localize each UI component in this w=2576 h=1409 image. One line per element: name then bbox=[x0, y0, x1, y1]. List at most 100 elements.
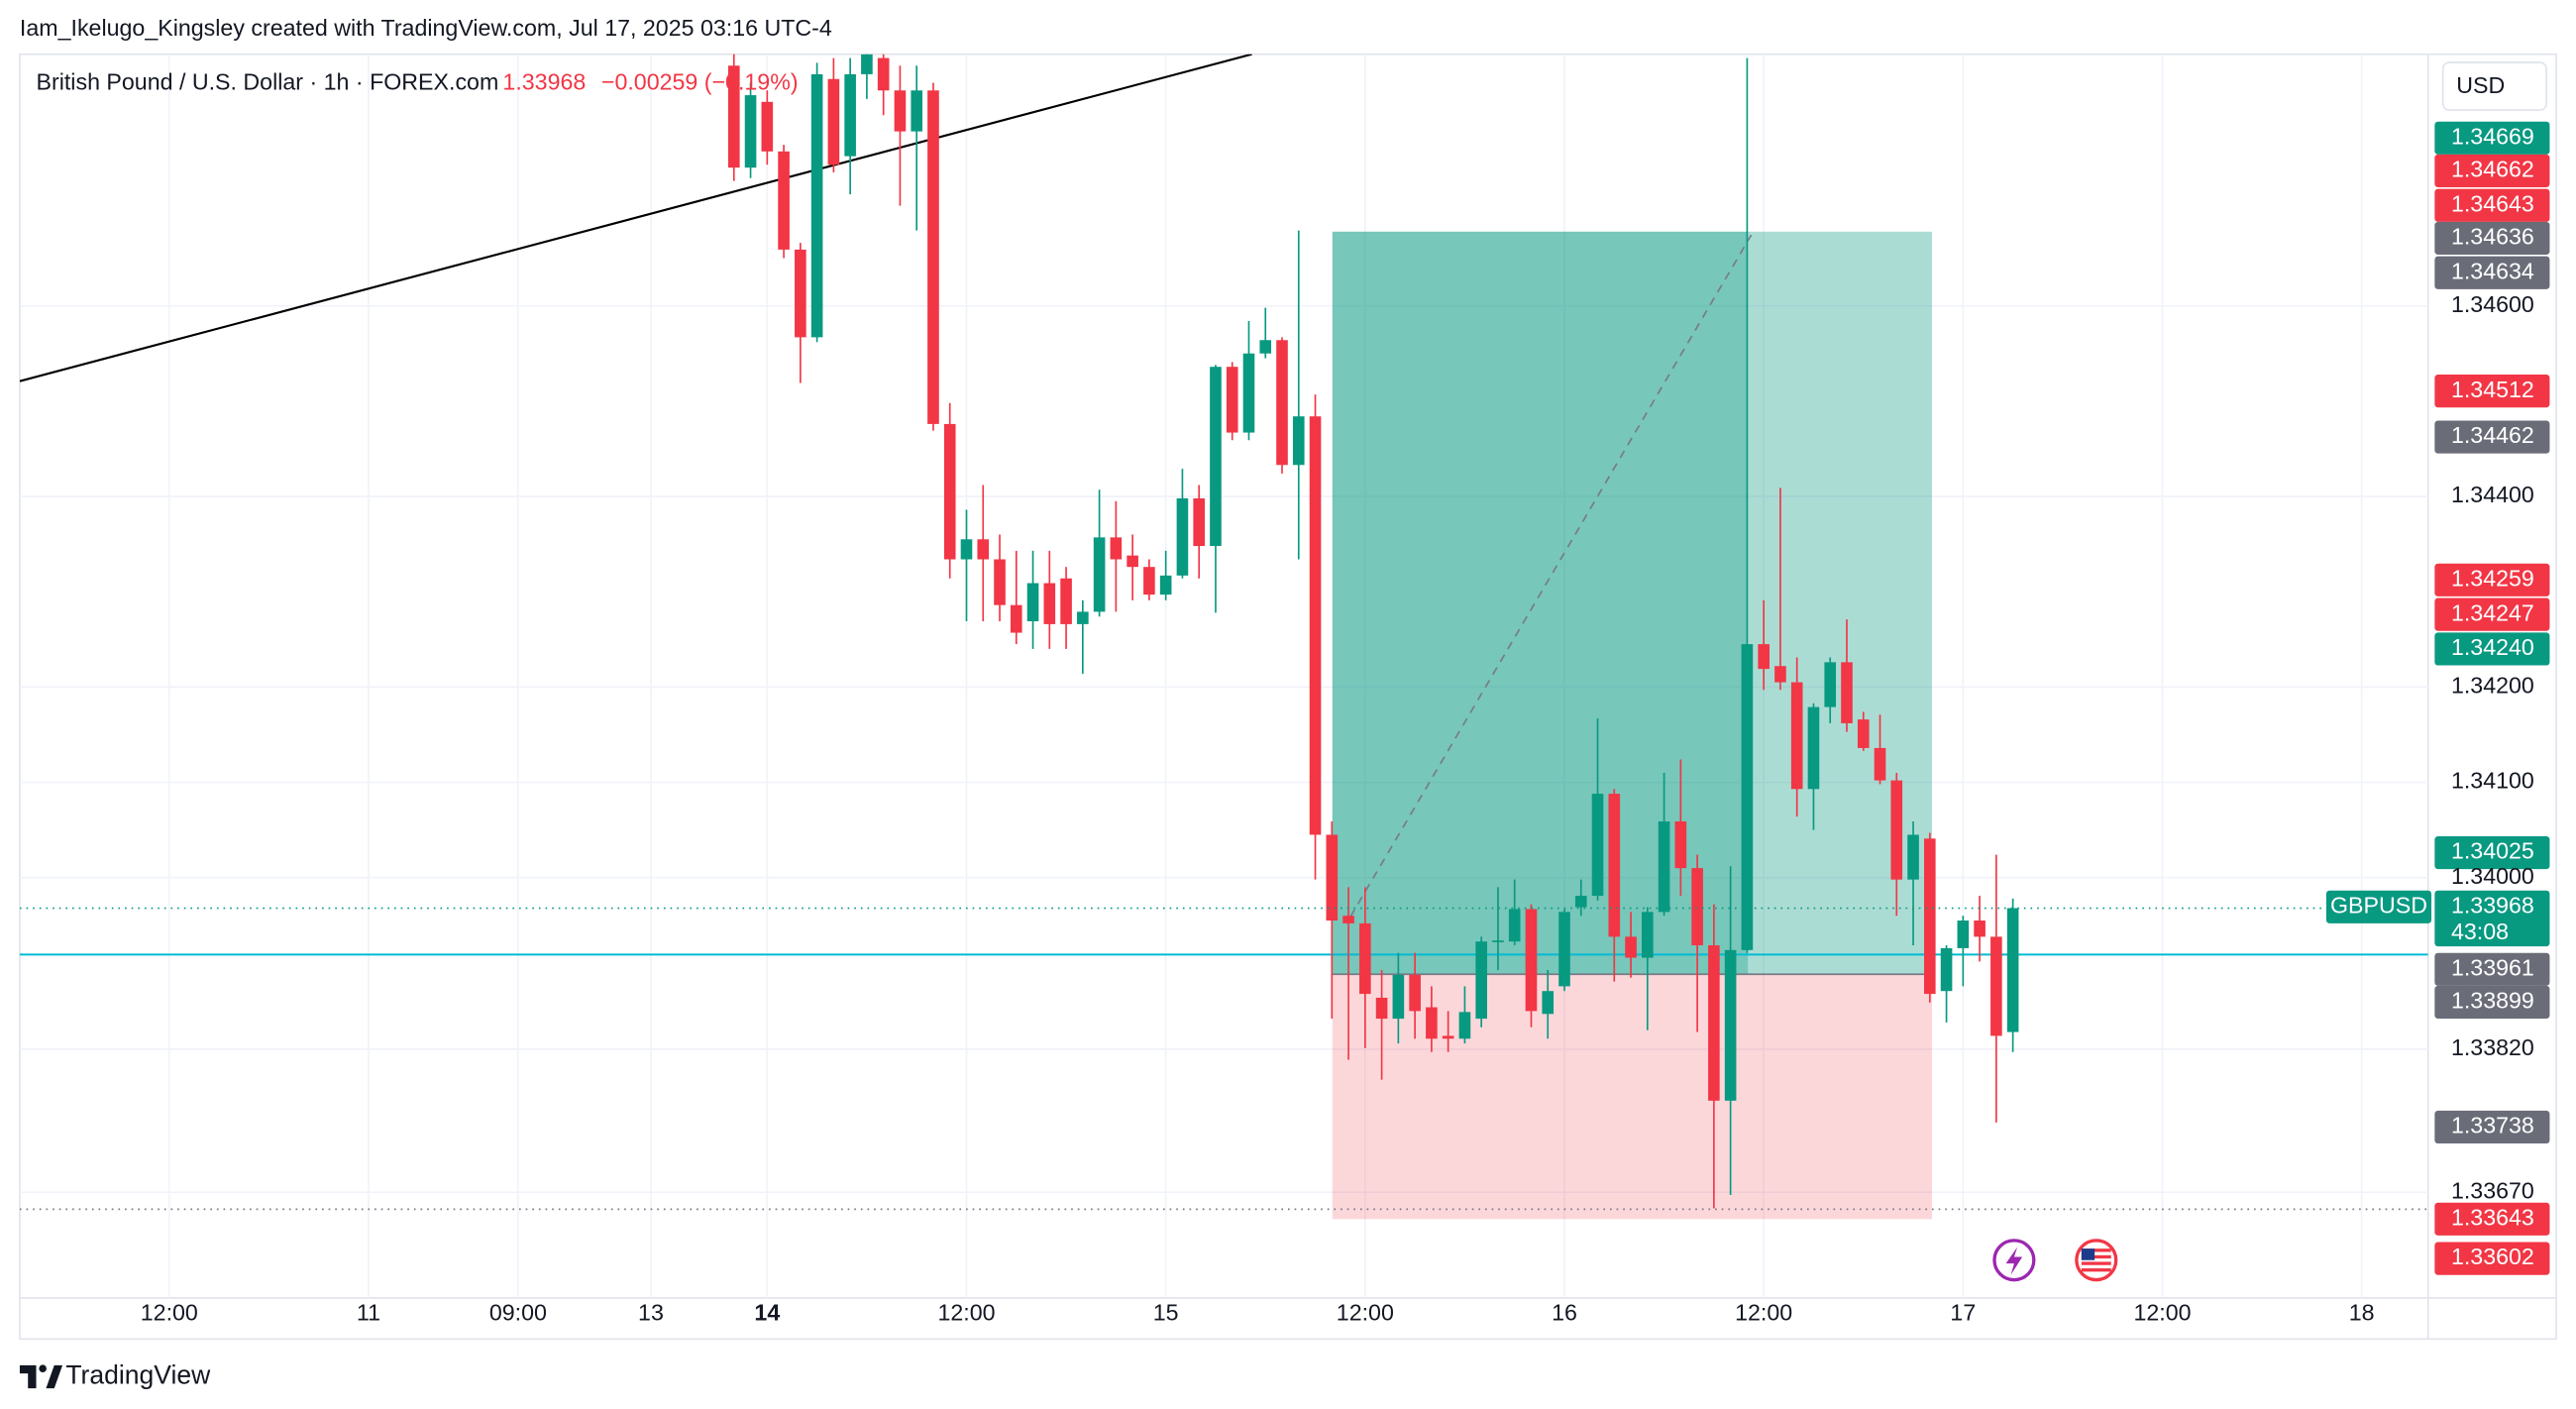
candle-body bbox=[727, 65, 740, 168]
candle-body bbox=[1957, 921, 1970, 948]
price-label-box bbox=[2434, 597, 2550, 631]
candle-body bbox=[1774, 666, 1786, 683]
flag-stripe bbox=[2081, 1251, 2111, 1255]
candle-body bbox=[977, 539, 990, 560]
candle-body bbox=[1625, 936, 1637, 958]
flag-canton bbox=[2081, 1248, 2095, 1260]
candle-body bbox=[844, 73, 856, 157]
price-label-box bbox=[2434, 563, 2550, 596]
frame bbox=[19, 53, 2557, 1341]
candle-body bbox=[827, 78, 840, 165]
y-tick-label: 1.34200 bbox=[2451, 673, 2534, 699]
x-tick-label: 12:00 bbox=[2133, 1300, 2191, 1326]
price-label: 1.33968 bbox=[2451, 892, 2534, 918]
candle-body bbox=[1940, 947, 1953, 992]
candle-body bbox=[1874, 747, 1886, 781]
footer-brand: TradingView bbox=[65, 1360, 211, 1390]
candle-body bbox=[1558, 912, 1570, 987]
currency[interactable]: USD bbox=[2456, 72, 2505, 98]
candle-body bbox=[1442, 1035, 1454, 1039]
candle-body bbox=[1342, 916, 1354, 923]
attribution: Iam_Ikelugo_Kingsley created with Tradin… bbox=[20, 15, 832, 41]
candle-body bbox=[1924, 838, 1936, 995]
price-label-box bbox=[2434, 121, 2550, 155]
candle-body bbox=[877, 57, 890, 91]
candle-body bbox=[1093, 537, 1106, 612]
candle-body bbox=[1841, 662, 1853, 723]
price-label-box bbox=[2434, 420, 2550, 454]
candle-body bbox=[927, 90, 939, 424]
candle-body bbox=[1159, 575, 1172, 596]
candle-body bbox=[810, 73, 823, 338]
candle-body bbox=[1309, 416, 1322, 835]
price-label: 1.34643 bbox=[2451, 190, 2534, 216]
candle-body bbox=[1724, 949, 1737, 1101]
candle-body bbox=[1741, 644, 1754, 950]
candle-body bbox=[1010, 604, 1022, 633]
countdown: 43:08 bbox=[2451, 919, 2509, 944]
candle-body bbox=[1475, 941, 1487, 1020]
candle-body bbox=[1242, 353, 1255, 433]
candle-body bbox=[960, 539, 973, 560]
candle-body bbox=[1824, 662, 1837, 707]
candle-body bbox=[861, 54, 873, 74]
candle-body bbox=[1574, 896, 1587, 908]
events bbox=[1992, 1239, 2118, 1282]
candle-body bbox=[1591, 794, 1604, 897]
candle-body bbox=[1359, 922, 1371, 995]
x-tick-label: 15 bbox=[1153, 1300, 1179, 1326]
price-label: 1.33899 bbox=[2451, 988, 2534, 1014]
currency-button[interactable] bbox=[2441, 61, 2547, 111]
candle-body bbox=[911, 90, 923, 132]
last-price: 1.33968 bbox=[502, 69, 586, 95]
price-labels: 1.34669 1.34662 1.34643 1.34636 1.34634 1.345… bbox=[2325, 121, 2550, 1275]
price-label: 1.34462 bbox=[2451, 422, 2534, 448]
price-label-box bbox=[2434, 632, 2550, 666]
candles bbox=[727, 54, 2019, 1209]
candle-body bbox=[1790, 682, 1803, 790]
candle-body bbox=[1060, 578, 1072, 624]
candle-body bbox=[1674, 820, 1687, 869]
candle-body bbox=[1907, 834, 1919, 880]
candle-body bbox=[1608, 794, 1621, 937]
x-tick-label: 11 bbox=[357, 1300, 380, 1326]
price-label-box bbox=[2434, 375, 2550, 408]
candle-body bbox=[1026, 583, 1039, 622]
price-change: −0.00259 (−0.19%) bbox=[601, 69, 799, 95]
candle-body bbox=[1542, 991, 1555, 1015]
loss-zone bbox=[1332, 974, 1932, 1220]
symbol-tag-box bbox=[2325, 890, 2432, 923]
price-label-box bbox=[2434, 890, 2550, 947]
candle-body bbox=[2006, 908, 2019, 1032]
candle-body bbox=[1375, 997, 1388, 1020]
candle-body bbox=[1259, 340, 1272, 354]
symbol-title: British Pound / U.S. Dollar · 1h · FOREX… bbox=[37, 69, 499, 95]
candle-body bbox=[1226, 367, 1238, 433]
price-label-box bbox=[2434, 256, 2550, 289]
y-tick-label: 1.34100 bbox=[2451, 768, 2534, 794]
price-label-box bbox=[2434, 188, 2550, 222]
candle-body bbox=[994, 559, 1006, 605]
x-tick-label: 14 bbox=[754, 1300, 780, 1326]
price-label-box bbox=[2434, 1110, 2550, 1144]
candle-body bbox=[1326, 834, 1339, 921]
x-tick-label: 13 bbox=[638, 1300, 664, 1326]
candle-body bbox=[1642, 912, 1654, 958]
candle-body bbox=[1691, 868, 1703, 946]
price-label-box bbox=[2434, 952, 2550, 986]
logo-mark bbox=[19, 1364, 37, 1389]
price-label-box bbox=[2434, 1242, 2550, 1275]
candle-body bbox=[1127, 555, 1138, 568]
lightning bbox=[2005, 1246, 2023, 1275]
candle-body bbox=[1890, 780, 1903, 880]
candle-body bbox=[1708, 945, 1720, 1101]
candle-body bbox=[1043, 583, 1056, 624]
price-label: 1.34259 bbox=[2451, 565, 2534, 591]
candle-body bbox=[761, 101, 774, 152]
plot-area bbox=[19, 54, 2428, 1220]
price-label: 1.34025 bbox=[2451, 838, 2534, 864]
x-tick-label: 09:00 bbox=[489, 1300, 547, 1326]
x-tick-label: 17 bbox=[1950, 1300, 1976, 1326]
